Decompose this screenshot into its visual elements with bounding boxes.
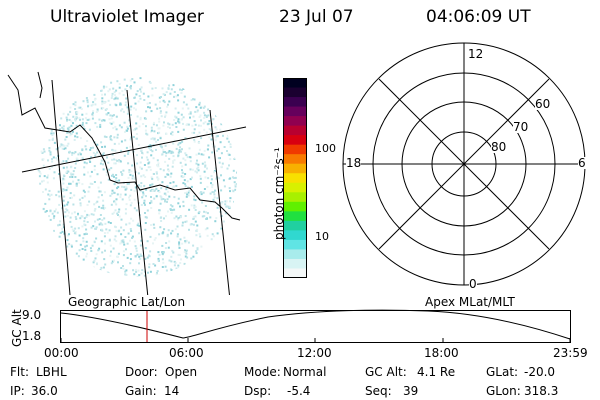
ip-label: IP: [10,384,25,398]
gc-alt-value: 4.1 Re [417,365,456,379]
longitude-line-1 [51,79,71,295]
mlat-label-60: 60 [535,97,551,111]
colorbar-segment [283,211,307,222]
gain-value: 14 [164,384,180,398]
colorbar-segment [283,106,307,117]
colorbar-segment [283,258,307,269]
mode-value: Normal [283,365,327,379]
colorbar-segment [283,97,307,108]
apex-mlat-mlt-title: Apex MLat/MLT [425,295,515,309]
colorbar-segment [283,135,307,146]
coastline [7,74,241,221]
colorbar-tick-10: 10 [315,230,329,243]
colorbar-tick-100: 100 [315,142,336,155]
door-value: Open [165,365,198,379]
time-tick-0600: 06:00 [169,346,204,360]
altitude-curve [60,309,571,340]
mode-label: Mode: [244,365,281,379]
instrument-title: Ultraviolet Imager [50,7,204,27]
altitude-timeline [60,309,571,343]
gain-label: Gain: [125,384,157,398]
glon-value: 318.3 [524,384,559,398]
colorbar-segment [283,78,307,89]
colorbar-segment [283,154,307,165]
colorbar-segment [283,163,307,174]
glon-label: GLon: [486,384,521,398]
colorbar-segment [283,239,307,250]
glat-value: -20.0 [524,365,556,379]
colorbar [283,78,307,278]
time-tick-1200: 12:00 [297,346,332,360]
ip-value: 36.0 [31,384,58,398]
uv-emission-speckles [37,77,237,277]
colorbar-segment [283,173,307,184]
glat-label: GLat: [486,365,519,379]
gc-alt-label: GC Alt: [365,365,407,379]
gc-alt-tick-top: 9.0 [22,308,42,322]
door-label: Door: [125,365,158,379]
time-tick-0000: 00:00 [44,346,79,360]
dsp-label: Dsp: [244,384,272,398]
colorbar-segment [283,249,307,260]
geographic-latlon-title: Geographic Lat/Lon [68,295,186,309]
colorbar-segment [283,144,307,155]
colorbar-segment [283,192,307,203]
mlat-label-80: 80 [491,140,507,154]
colorbar-segment [283,116,307,127]
longitude-line-2 [126,89,149,295]
geographic-image-panel [7,71,247,295]
mlt-label-12: 12 [468,47,484,61]
colorbar-segment [283,125,307,136]
mlt-label-0: 0 [469,277,477,291]
colorbar-segment [283,268,307,278]
longitude-line-3 [209,109,230,295]
time-tick-2359: 23:59 [553,346,588,360]
colorbar-segment [283,87,307,98]
mlt-label-6: 6 [578,156,586,170]
colorbar-segment [283,230,307,241]
dsp-value: -5.4 [287,384,311,398]
seq-label: Seq: [365,384,392,398]
gc-alt-tick-bottom: 1.8 [22,329,42,343]
seq-value: 39 [403,384,419,398]
mlt-label-18: 18 [346,156,362,170]
time-label: 04:06:09 UT [426,7,531,27]
colorbar-segment [283,201,307,212]
time-tick-1800: 18:00 [424,346,459,360]
colorbar-unit-label: photon cm⁻²s⁻¹ [272,147,286,240]
filter-value: LBHL [36,365,67,379]
polar-plot [342,42,586,286]
mlat-label-70: 70 [513,120,529,134]
colorbar-segment [283,220,307,231]
colorbar-segment [283,182,307,193]
filter-label: Flt: [10,365,29,379]
date-label: 23 Jul 07 [279,7,354,27]
